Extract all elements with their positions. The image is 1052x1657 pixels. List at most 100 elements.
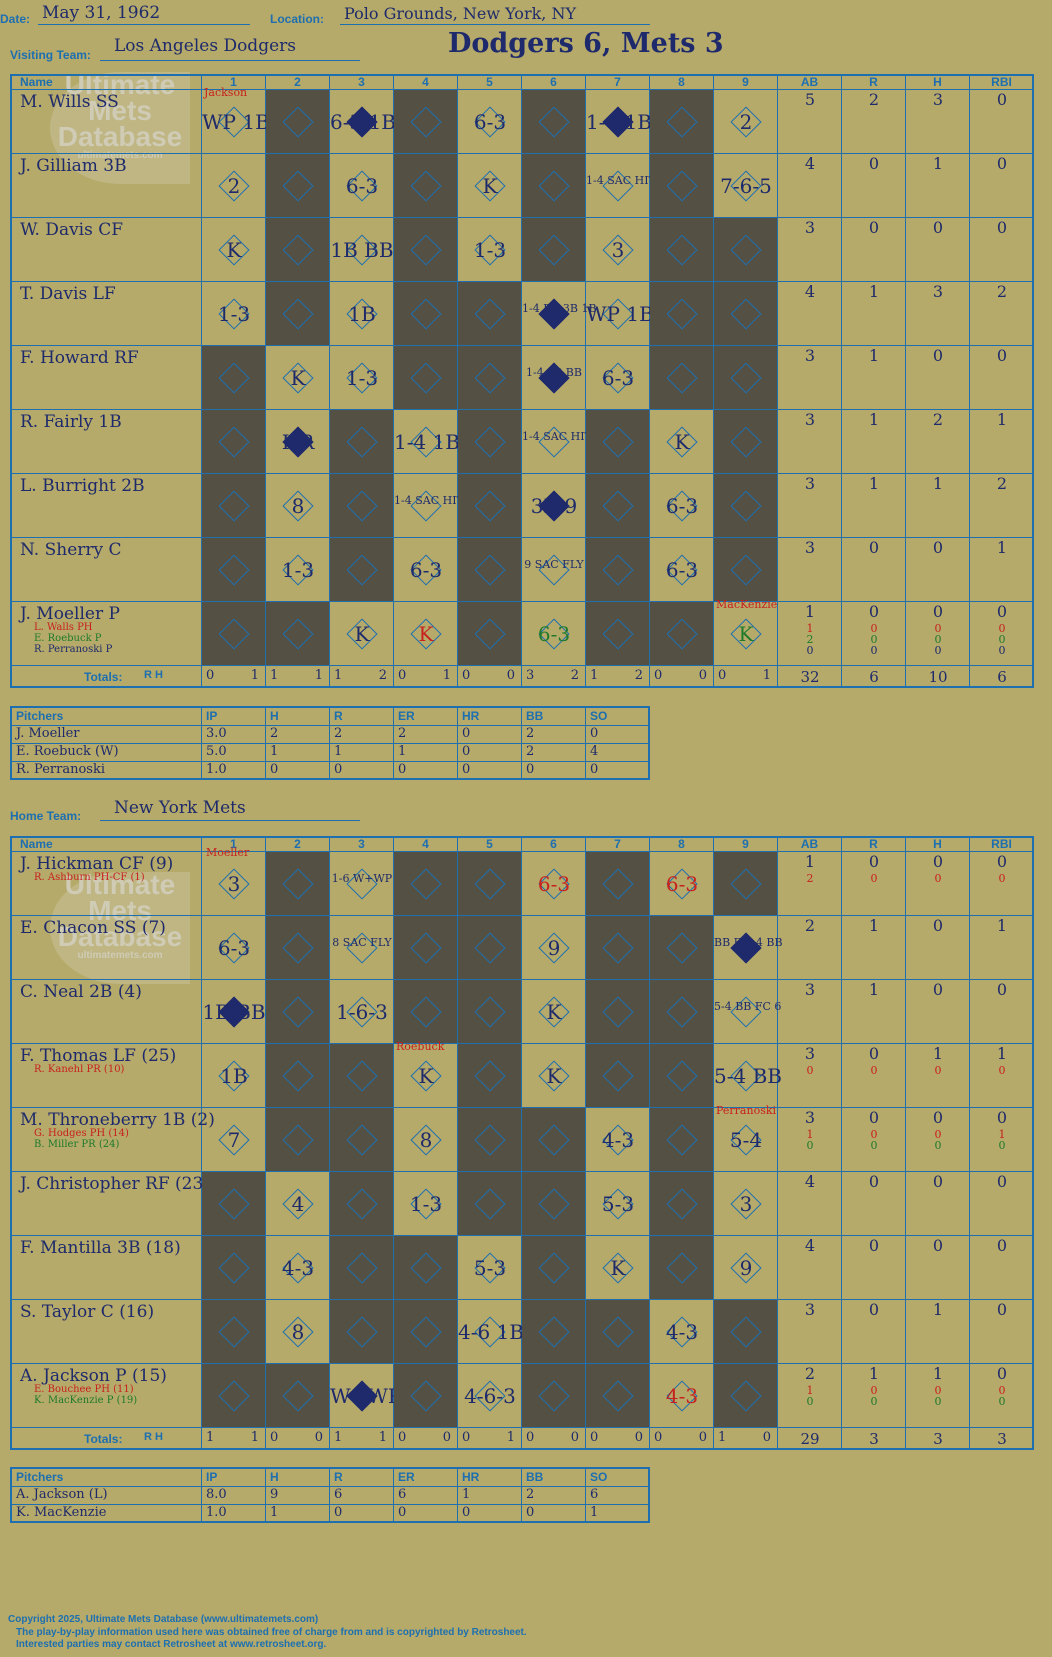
inning-cell <box>266 980 330 1044</box>
player-cell: R. Fairly 1B <box>12 410 202 474</box>
inning-runs: 0 <box>462 668 471 683</box>
play-notation: BB E 5-4 BB <box>714 936 783 949</box>
total-ab: 29 <box>778 1428 842 1450</box>
inning-cell <box>394 218 458 282</box>
inning-cell: 1-3 <box>202 282 266 346</box>
pitching-value: 1 <box>266 744 330 762</box>
inning-cell: K <box>330 602 394 666</box>
location-underline <box>340 24 650 25</box>
stat-cell: 1 <box>970 538 1034 602</box>
pitching-value: 1 <box>586 1505 650 1523</box>
inning-cell: K <box>522 980 586 1044</box>
base-diamond <box>346 1252 378 1284</box>
play-notation: 3B 9 <box>530 494 578 518</box>
play-notation: 1-3 <box>473 238 507 262</box>
scorecard-grid: Name 1 2 3 4 5 6 7 8 9 AB R H RBI M. Wills SS WP 1B 6-3 … <box>10 74 1034 688</box>
inning-runs: 0 <box>654 1430 663 1445</box>
inning-runs: 0 <box>206 668 215 683</box>
sub-stat: 0 <box>934 622 942 635</box>
player-name: N. Sherry C <box>20 540 122 560</box>
inning-cell <box>394 282 458 346</box>
base-diamond <box>538 1316 570 1348</box>
stat-h: 3 <box>932 282 944 301</box>
inning-hits: 1 <box>378 1430 387 1445</box>
inning-cell: 1-4 SAC HIT <box>522 410 592 474</box>
inning-cell <box>330 410 394 474</box>
base-diamond <box>666 618 698 650</box>
stat-cell: 1 <box>842 474 906 538</box>
stat-cell: 0 <box>970 1364 1034 1428</box>
pitching-value: 0 <box>586 726 650 744</box>
inning-cell: 1B BB <box>202 980 266 1044</box>
play-notation: 8 SAC FLY <box>332 936 392 949</box>
base-diamond <box>602 1060 634 1092</box>
total-rbi: 3 <box>970 1428 1034 1450</box>
stat-rbi: 2 <box>996 282 1008 301</box>
player-name: L. Burright 2B <box>20 476 145 496</box>
inning-cell <box>394 1300 458 1364</box>
inning-cell <box>458 980 522 1044</box>
stat-cell: 0 <box>906 538 970 602</box>
watermark-url: ultimatemets.com <box>77 150 163 161</box>
stat-cell: 2 <box>906 410 970 474</box>
pitching-value: E. Roebuck (W) <box>12 744 202 762</box>
stat-cell: 0 <box>970 1172 1034 1236</box>
base-diamond <box>282 1124 314 1156</box>
base-diamond <box>474 618 506 650</box>
pitching-header: BB <box>522 708 586 726</box>
stat-cell: 0 <box>842 154 906 218</box>
player-name: M. Throneberry 1B (2) <box>20 1110 215 1130</box>
base-diamond <box>666 362 698 394</box>
stat-ab: 3 <box>804 538 816 557</box>
sub-stat: 0 <box>998 622 1006 635</box>
stat-cell: 0 <box>906 218 970 282</box>
pitching-value: 1 <box>266 1505 330 1523</box>
stat-h: 0 <box>932 346 944 365</box>
total-value: 6 <box>869 668 879 686</box>
stat-rbi: 0 <box>996 1364 1008 1383</box>
base-diamond <box>410 1316 442 1348</box>
base-diamond <box>410 868 442 900</box>
play-notation: 4-3 <box>281 1256 315 1280</box>
inning-cell <box>458 1108 522 1172</box>
inning-hits: 0 <box>634 1430 643 1445</box>
base-diamond <box>346 1060 378 1092</box>
base-diamond <box>410 234 442 266</box>
inning-hits: 1 <box>442 668 451 683</box>
pitching-grid: Pitchers IP H R ER HR BB SO A. Jackson (L) 8.0 9 6 6… <box>10 1467 650 1523</box>
inning-hits: 2 <box>634 668 643 683</box>
base-diamond <box>282 618 314 650</box>
sub-stat: 0 <box>870 1064 878 1077</box>
base-diamond <box>218 554 250 586</box>
stat-r: 2 <box>868 90 880 109</box>
inning-cell: 6-3 <box>330 154 394 218</box>
pitcher-note-mackenzie: MacKenzie <box>716 598 778 611</box>
inning-cell: 4-6 1B <box>458 1300 524 1364</box>
pitching-header: Pitchers <box>12 1469 202 1487</box>
base-diamond <box>602 426 634 458</box>
inning-cell: K <box>458 154 522 218</box>
base-diamond <box>602 554 634 586</box>
base-diamond <box>730 1316 762 1348</box>
base-diamond <box>474 932 506 964</box>
base-diamond <box>410 362 442 394</box>
inning-cell <box>330 1172 394 1236</box>
stat-ab: 3 <box>804 980 816 999</box>
play-notation: 4-6 1B <box>458 1320 524 1344</box>
stat-h: 0 <box>932 602 944 621</box>
base-diamond <box>410 996 442 1028</box>
inning-cell <box>266 602 330 666</box>
player-name: S. Taylor C (16) <box>20 1302 155 1322</box>
game-location: Polo Grounds, New York, NY <box>344 4 577 23</box>
stat-cell: 1 <box>842 1364 906 1428</box>
inning-hits: 0 <box>570 1430 579 1445</box>
base-diamond <box>410 170 442 202</box>
play-notation: 6-3 <box>665 494 699 518</box>
play-notation: 9 SAC FLY <box>524 558 584 571</box>
stat-r: 0 <box>868 1236 880 1255</box>
column-header: 5 <box>458 76 522 90</box>
